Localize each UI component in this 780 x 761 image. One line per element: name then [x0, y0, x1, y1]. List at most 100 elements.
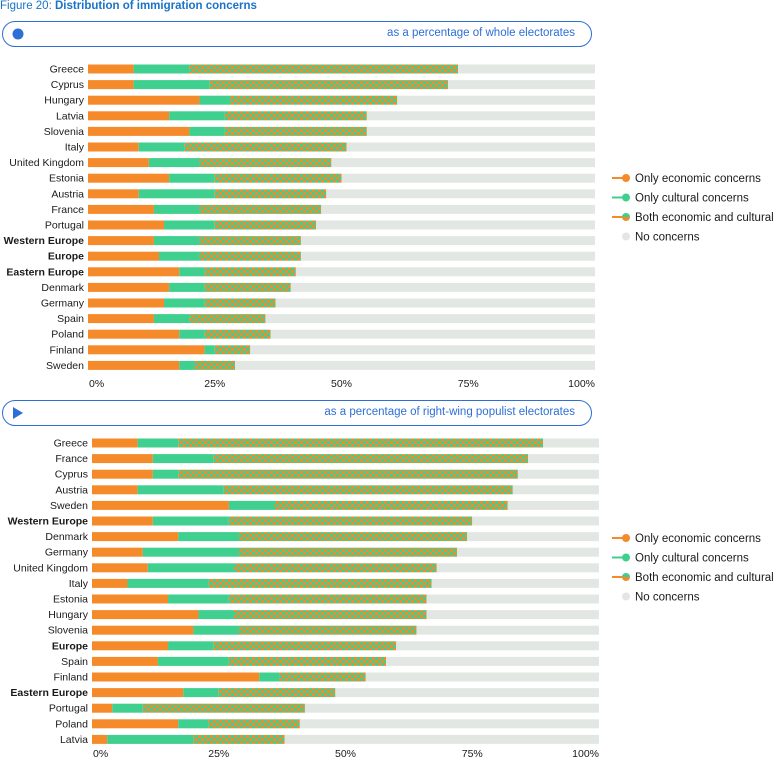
- bar-segment-cultural: [169, 282, 205, 292]
- category-label: Finland: [50, 344, 85, 356]
- category-label: Europe: [48, 251, 84, 263]
- category-label: Austria: [51, 188, 84, 200]
- bar-segment-none: [326, 189, 595, 199]
- bar-segment-cultural: [137, 485, 224, 495]
- figure-title-text: Distribution of immigration concerns: [54, 0, 257, 12]
- bar-segment-both: [204, 282, 291, 292]
- category-label: Italy: [69, 578, 89, 590]
- bar-segment-none: [517, 469, 599, 479]
- bar-segment-none: [416, 625, 599, 635]
- bar-segment-cultural: [183, 688, 219, 698]
- category-label: Portugal: [49, 703, 88, 715]
- bar-segment-cultural: [107, 734, 194, 744]
- bar-segment-both: [229, 95, 398, 105]
- legend-entry-economic: Only economic concerns: [635, 173, 761, 185]
- legend-entry-economic: Only economic concerns: [635, 533, 761, 545]
- legend-entry-none: No concerns: [635, 232, 700, 244]
- x-tick-label: 100%: [568, 378, 595, 390]
- bar-segment-economic: [92, 688, 184, 698]
- chart-panel-1: Greece Cyprus Hungary Latvia Slovenia Italy Un…: [4, 64, 774, 391]
- bar-segment-cultural: [168, 594, 229, 604]
- bar-segment-both: [239, 625, 417, 635]
- bar-segment-both: [274, 500, 508, 510]
- bar-segment-none: [300, 236, 595, 246]
- x-tick-label: 25%: [208, 748, 229, 760]
- bar-segment-economic: [88, 158, 149, 168]
- bar-segment-none: [346, 142, 595, 152]
- bar-segment-economic: [92, 578, 128, 588]
- legend-swatch-marker: [622, 592, 630, 601]
- bar-segment-cultural: [152, 454, 214, 464]
- category-label: Sweden: [46, 360, 84, 372]
- x-tick-label: 0%: [93, 748, 108, 760]
- bar-segment-both: [214, 173, 342, 183]
- x-tick-label: 100%: [572, 748, 599, 760]
- bar-segment-none: [365, 672, 599, 682]
- bar-segment-both: [228, 594, 427, 604]
- x-tick-label: 25%: [204, 378, 225, 390]
- bar-segment-cultural: [127, 578, 209, 588]
- bar-segment-cultural: [164, 220, 215, 230]
- bar-segment-cultural: [199, 95, 230, 105]
- bar-segment-none: [436, 563, 599, 573]
- category-label: Sweden: [50, 500, 88, 512]
- bar-segment-both: [228, 516, 473, 526]
- category-label: Cyprus: [55, 469, 88, 481]
- bar-segment-none: [431, 578, 599, 588]
- bar-segment-economic: [88, 142, 139, 152]
- bar-segment-none: [457, 547, 599, 557]
- bar-segment-cultural: [153, 204, 200, 214]
- bar-segment-economic: [92, 703, 113, 713]
- bar-segment-both: [214, 220, 317, 230]
- category-label: France: [55, 453, 88, 465]
- category-label: Latvia: [56, 110, 84, 122]
- bar-segment-cultural: [152, 469, 179, 479]
- bar-segment-none: [300, 251, 595, 261]
- bar-segment-none: [543, 438, 599, 448]
- bar-segment-both: [199, 251, 301, 261]
- category-label: Denmark: [41, 282, 84, 294]
- category-label: France: [51, 204, 84, 216]
- bar-segment-economic: [92, 547, 143, 557]
- bar-segment-cultural: [178, 719, 209, 729]
- bar-segment-none: [299, 719, 599, 729]
- bar-segment-none: [366, 111, 595, 121]
- panel-2-subtitle: as a percentage of right-wing populist e…: [324, 406, 575, 418]
- bar-segment-economic: [92, 719, 179, 729]
- x-tick-label: 75%: [458, 378, 479, 390]
- bar-segment-both: [189, 64, 459, 74]
- bar-segment-cultural: [179, 360, 195, 370]
- bar-segment-cultural: [133, 64, 190, 74]
- category-label: Slovenia: [44, 126, 84, 138]
- bar-segment-economic: [92, 532, 179, 542]
- bar-segment-both: [189, 314, 266, 324]
- bar-segment-both: [178, 469, 518, 479]
- bar-segment-economic: [88, 251, 159, 261]
- category-label: United Kingdom: [13, 562, 88, 574]
- bar-segment-cultural: [164, 298, 205, 308]
- bar-segment-both: [199, 158, 332, 168]
- bar-segment-both: [208, 719, 300, 729]
- bar-segment-economic: [88, 282, 170, 292]
- category-label: Slovenia: [48, 625, 88, 637]
- legend-1: Only economic concerns Only cultural conc…: [612, 173, 774, 244]
- bar-segment-economic: [92, 641, 169, 651]
- bar-segment-cultural: [142, 547, 240, 557]
- bar-segment-cultural: [178, 532, 240, 542]
- legend-entry-both: Both economic and cultural: [635, 212, 774, 224]
- bar-segment-none: [396, 641, 599, 651]
- category-label: Germany: [41, 298, 85, 310]
- bar-segment-both: [184, 142, 347, 152]
- bar-segment-none: [321, 204, 595, 214]
- bar-segment-both: [209, 80, 448, 90]
- bar-segment-cultural: [138, 189, 215, 199]
- bar-segment-cultural: [259, 672, 280, 682]
- bar-segment-none: [386, 656, 599, 666]
- figure-title: Figure 20: Distribution of immigration c…: [0, 0, 257, 12]
- bar-segment-both: [204, 298, 276, 308]
- bar-segment-cultural: [152, 516, 229, 526]
- legend-entry-cultural: Only cultural concerns: [635, 553, 749, 565]
- legend-2: Only economic concerns Only cultural conc…: [612, 533, 774, 604]
- category-label: Austria: [55, 484, 88, 496]
